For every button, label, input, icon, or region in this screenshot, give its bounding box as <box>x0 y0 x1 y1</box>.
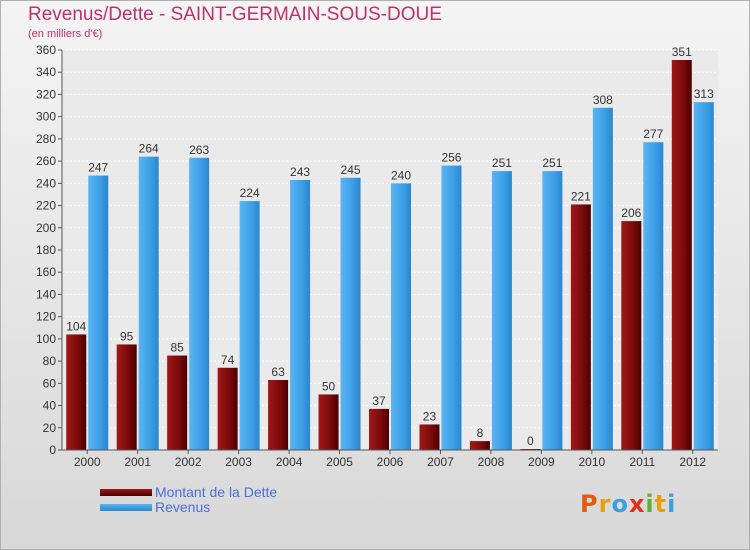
data-label-revenus: 277 <box>643 127 663 141</box>
bar-dette <box>116 344 137 450</box>
y-tick-label: 240 <box>36 176 56 190</box>
data-label-revenus: 240 <box>391 168 411 182</box>
bar-revenus <box>643 142 664 450</box>
x-tick-label: 2004 <box>276 455 303 469</box>
data-label-revenus: 308 <box>593 93 613 107</box>
data-label-revenus: 251 <box>492 156 512 170</box>
bar-dette <box>268 380 289 450</box>
proxiti-logo: Proxiti <box>580 490 676 518</box>
x-tick-label: 2007 <box>427 455 454 469</box>
data-label-dette: 63 <box>271 365 285 379</box>
bar-revenus <box>491 171 512 450</box>
legend-label-revenus: Revenus <box>155 499 211 515</box>
bar-revenus <box>340 177 361 450</box>
x-tick-label: 2008 <box>478 455 505 469</box>
y-tick-label: 160 <box>36 265 56 279</box>
y-tick-label: 300 <box>36 110 56 124</box>
chart-subtitle: (en milliers d'€) <box>28 28 103 40</box>
data-label-revenus: 256 <box>441 151 461 165</box>
bar-revenus <box>441 165 462 451</box>
bar-dette <box>318 394 339 450</box>
x-tick-label: 2003 <box>225 455 252 469</box>
data-label-dette: 104 <box>66 319 86 333</box>
data-label-dette: 351 <box>672 45 692 59</box>
y-tick-label: 320 <box>36 87 56 101</box>
data-label-revenus: 247 <box>88 161 108 175</box>
data-label-dette: 23 <box>423 409 437 423</box>
x-tick-label: 2006 <box>377 455 404 469</box>
data-label-dette: 8 <box>477 426 484 440</box>
y-tick-label: 360 <box>36 43 56 57</box>
bar-dette <box>469 441 490 450</box>
data-label-dette: 206 <box>621 206 641 220</box>
bar-dette <box>419 424 440 450</box>
bar-revenus <box>88 175 109 451</box>
data-label-revenus: 243 <box>290 165 310 179</box>
bar-revenus <box>138 156 159 450</box>
y-tick-label: 200 <box>36 221 56 235</box>
data-label-dette: 74 <box>221 353 235 367</box>
y-tick-label: 60 <box>43 376 57 390</box>
bar-dette <box>369 408 389 450</box>
x-tick-label: 2002 <box>175 455 202 469</box>
x-tick-label: 2005 <box>326 455 353 469</box>
bar-revenus <box>189 157 210 450</box>
bar-revenus <box>290 180 311 450</box>
bar-revenus <box>391 183 411 451</box>
data-label-revenus: 313 <box>694 87 714 101</box>
bar-dette <box>570 204 591 450</box>
legend-swatch-debt <box>100 489 152 496</box>
data-label-dette: 0 <box>527 434 534 448</box>
x-tick-label: 2009 <box>528 455 555 469</box>
y-tick-label: 220 <box>36 199 56 213</box>
bar-revenus <box>542 171 563 450</box>
logo-letter: r <box>598 490 612 518</box>
data-label-revenus: 251 <box>542 156 562 170</box>
bar-dette <box>66 334 87 450</box>
y-tick-label: 340 <box>36 65 56 79</box>
y-tick-label: 0 <box>49 443 56 457</box>
bar-dette <box>217 367 238 450</box>
bar-revenus <box>693 102 714 450</box>
y-tick-label: 260 <box>36 154 56 168</box>
y-tick-label: 280 <box>36 132 56 146</box>
plot-area: 0204060801001201401601802002202402602803… <box>36 43 718 469</box>
bar-dette <box>671 60 692 450</box>
data-label-dette: 221 <box>571 189 591 203</box>
data-label-dette: 50 <box>322 379 336 393</box>
data-label-dette: 85 <box>170 341 184 355</box>
bar-dette <box>621 221 642 450</box>
x-tick-label: 2010 <box>578 455 605 469</box>
logo-letter: i <box>645 490 655 518</box>
chart-title: Revenus/Dette - SAINT-GERMAIN-SOUS-DOUE <box>28 4 442 25</box>
bar-dette <box>167 355 188 450</box>
data-label-dette: 95 <box>120 329 134 343</box>
x-tick-label: 2001 <box>124 455 151 469</box>
legend-swatch-revenus <box>100 504 152 511</box>
data-label-revenus: 245 <box>341 163 361 177</box>
logo-letter: x <box>628 490 646 518</box>
logo-letter: t <box>654 490 668 518</box>
y-tick-label: 80 <box>43 354 57 368</box>
logo-letter: P <box>580 490 599 518</box>
x-tick-label: 2012 <box>679 455 706 469</box>
y-tick-label: 100 <box>36 332 56 346</box>
data-label-dette: 37 <box>372 394 386 408</box>
bar-revenus <box>239 201 260 450</box>
x-tick-label: 2011 <box>629 455 655 469</box>
y-tick-label: 40 <box>43 399 57 413</box>
y-tick-label: 120 <box>36 310 56 324</box>
y-tick-label: 20 <box>43 421 57 435</box>
logo-letter: o <box>611 490 629 518</box>
bar-revenus <box>592 107 613 451</box>
y-tick-label: 140 <box>36 287 56 301</box>
logo-letter: i <box>667 490 677 518</box>
y-tick-label: 180 <box>36 243 56 257</box>
legend-label-debt: Montant de la Dette <box>155 484 278 500</box>
data-label-revenus: 224 <box>240 186 260 200</box>
x-tick-label: 2000 <box>74 455 101 469</box>
data-label-revenus: 264 <box>139 142 159 156</box>
data-label-revenus: 263 <box>189 143 209 157</box>
